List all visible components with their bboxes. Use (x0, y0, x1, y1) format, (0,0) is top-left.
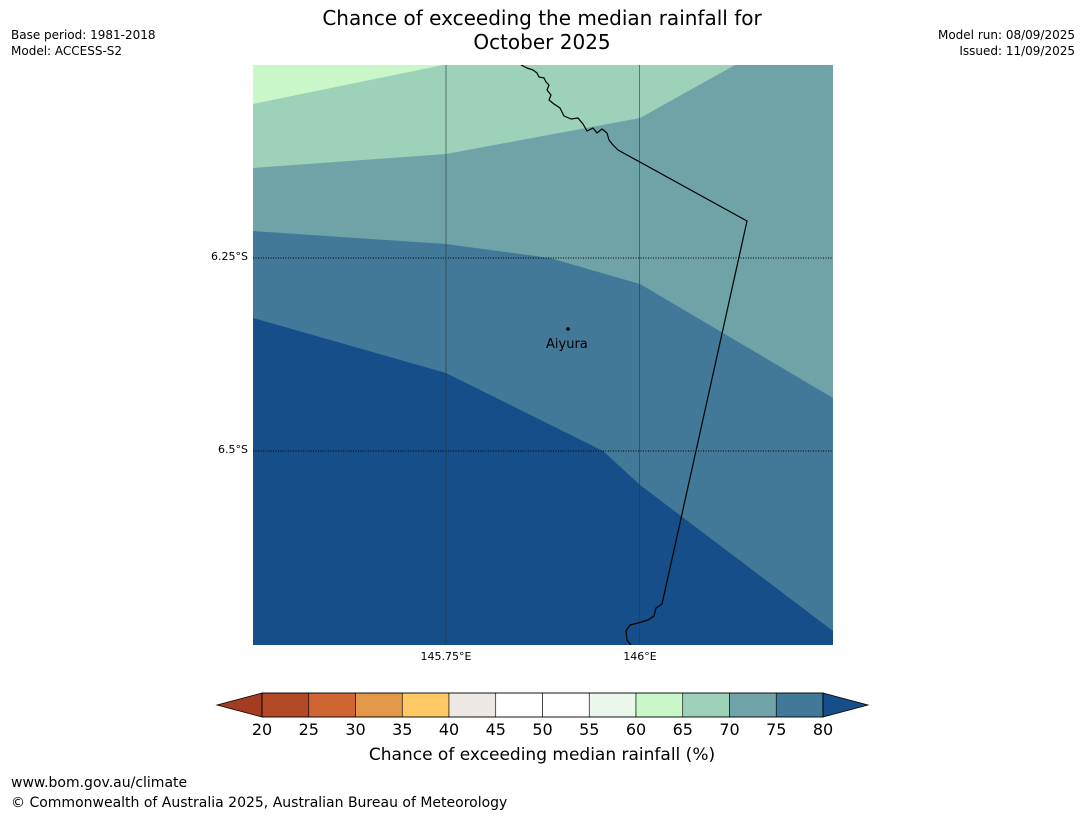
lon-label-145-75: 145.75°E (420, 650, 472, 663)
zone-85-plus (253, 318, 833, 645)
title-line-2: October 2025 (473, 30, 611, 54)
colorbar-label: Chance of exceeding median rainfall (%) (368, 745, 716, 765)
meta-left: Base period: 1981-2018 Model: ACCESS-S2 (11, 27, 156, 59)
colorbar-segment (401, 692, 450, 718)
colorbar-tick-label: 35 (392, 720, 413, 739)
colorbar-tick-label: 45 (485, 720, 506, 739)
colorbar (215, 692, 870, 718)
colorbar-over-arrow (822, 692, 870, 718)
colorbar-segment (495, 692, 543, 718)
colorbar-tick-label: 75 (766, 720, 787, 739)
colorbar-tick-label: 25 (298, 720, 319, 739)
colorbar-tick-label: 40 (438, 720, 460, 739)
colorbar-tick-label: 80 (812, 720, 834, 739)
title-line-1: Chance of exceeding the median rainfall … (322, 6, 762, 30)
colorbar-outline (261, 692, 824, 718)
colorbar-segment (682, 692, 730, 718)
footer-url: www.bom.gov.au/climate (11, 775, 188, 791)
issued-date: Issued: 11/09/2025 (959, 44, 1075, 58)
meta-right: Model run: 08/09/2025 Issued: 11/09/2025 (938, 27, 1075, 59)
boundary-line (520, 65, 748, 645)
base-period: Base period: 1981-2018 (11, 28, 156, 42)
colorbar-tick-label: 20 (251, 720, 273, 739)
colorbar-segment (308, 692, 356, 718)
colorbar-segment (729, 692, 777, 718)
colorbar-tick-label: 50 (532, 720, 553, 739)
colorbar-tick-label: 60 (625, 720, 647, 739)
chart-title: Chance of exceeding the median rainfall … (242, 6, 842, 54)
lat-label-6-25: 6.25°S (211, 250, 248, 263)
colorbar-segments (261, 692, 824, 718)
colorbar-segment (355, 692, 403, 718)
colorbar-tick-label: 55 (579, 720, 600, 739)
footer-copyright: © Commonwealth of Australia 2025, Austra… (11, 795, 508, 811)
colorbar-segment (448, 692, 497, 718)
colorbar-segment (261, 692, 310, 718)
colorbar-tick-label: 65 (672, 720, 693, 739)
lon-label-146: 146°E (623, 650, 657, 663)
colorbar-segment (775, 692, 824, 718)
colorbar-segment (588, 692, 637, 718)
lat-label-6-5: 6.5°S (218, 443, 248, 456)
probability-zones (253, 65, 833, 645)
town-marker (566, 327, 570, 331)
town-label: Aiyura (546, 337, 588, 352)
model-name: Model: ACCESS-S2 (11, 44, 123, 58)
colorbar-segment (635, 692, 684, 718)
colorbar-tick-label: 30 (345, 720, 366, 739)
colorbar-tick-label: 70 (719, 720, 740, 739)
colorbar-under-arrow (215, 692, 263, 718)
model-run: Model run: 08/09/2025 (937, 28, 1075, 42)
colorbar-segment (542, 692, 590, 718)
